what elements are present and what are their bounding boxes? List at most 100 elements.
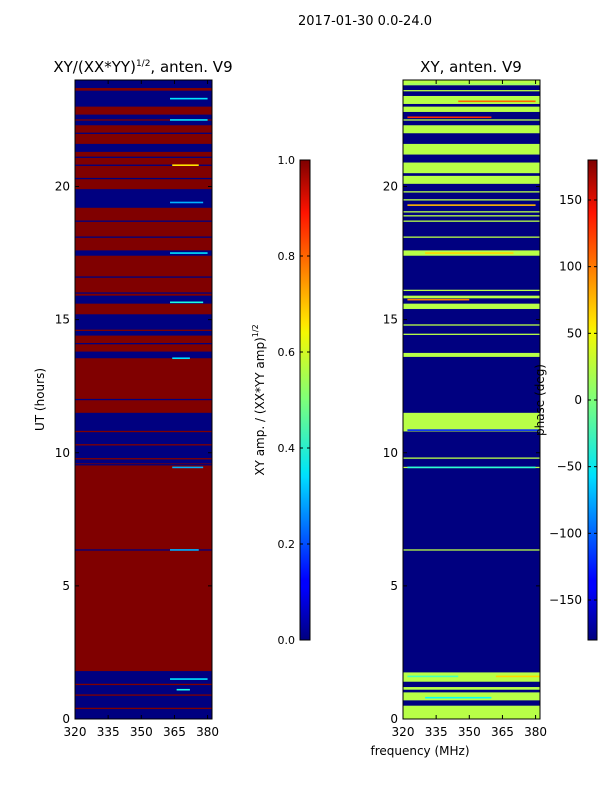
heatmap-speckle (407, 298, 470, 301)
heatmap-band (75, 143, 212, 152)
y-tick-label: 0 (62, 712, 70, 726)
heatmap-line (75, 464, 212, 466)
heatmap-speckle (170, 678, 208, 680)
heatmap-speckle (172, 164, 199, 166)
heatmap-band (403, 412, 540, 432)
heatmap-speckle (176, 688, 190, 691)
y-tick-label: 5 (390, 579, 398, 593)
heatmap-line (75, 683, 212, 686)
heatmap-line (403, 119, 540, 121)
heatmap-line (403, 220, 540, 222)
heatmap-speckle (407, 675, 459, 678)
heatmap-speckle (170, 252, 208, 254)
y-tick-label: 0 (390, 712, 398, 726)
y-tick-label: 10 (55, 446, 70, 460)
x-tick-label: 380 (524, 725, 547, 739)
heatmap-background (403, 80, 540, 719)
x-tick-label: 335 (425, 725, 448, 739)
heatmap-speckle (407, 466, 536, 469)
heatmap-band (75, 412, 212, 459)
heatmap-speckle (425, 252, 514, 254)
y-tick-label: 15 (383, 313, 398, 327)
heatmap-band (403, 692, 540, 701)
axes-frame (74, 79, 213, 720)
heatmap-band (403, 175, 540, 184)
heatmap-speckle (407, 116, 492, 119)
colorbar-tick-label: 0 (574, 393, 582, 407)
heatmap-band (403, 80, 540, 86)
heatmap-line (75, 132, 212, 134)
heatmap-speckle (425, 696, 492, 699)
heatmap-line (403, 90, 540, 92)
heatmap-line (403, 199, 540, 201)
heatmap-line (403, 289, 540, 292)
heatmap-band (75, 80, 212, 88)
heatmap-line (403, 211, 540, 213)
heatmap-speckle (495, 675, 540, 678)
colorbar-label: XY amp. / (XX*YY amp)1/2 (251, 324, 267, 475)
heatmap-line (75, 236, 212, 238)
colorbar-tick-label: 50 (567, 326, 582, 340)
colorbar-tick-label: 0.2 (278, 538, 296, 551)
heatmap-band (403, 295, 540, 299)
y-axis-label: UT (hours) (33, 368, 47, 431)
heatmap-line (75, 292, 212, 294)
heatmap-band (75, 314, 212, 336)
heatmap-line (75, 177, 212, 180)
colorbar-tick-label: 0.4 (278, 442, 296, 455)
y-tick-label: 15 (55, 313, 70, 327)
heatmap-band (403, 162, 540, 174)
heatmap-speckle (170, 301, 204, 304)
chart-title: XY, anten. V9 (420, 58, 522, 76)
x-tick-label: 350 (130, 725, 153, 739)
x-tick-label: 320 (64, 725, 87, 739)
heatmap-speckle (172, 357, 190, 360)
heatmap-band (75, 189, 212, 208)
heatmap-line (403, 191, 540, 193)
y-tick-label: 20 (383, 180, 398, 194)
chart-1: 320 335 350 365 380 0 5 10 15 20 XY/(XX*YY)1/2, an… (33, 58, 311, 739)
axes-frame (402, 79, 541, 720)
heatmap-speckle (170, 97, 208, 100)
heatmap-speckle (407, 83, 536, 85)
heatmap-band (403, 352, 540, 357)
heatmap-band (75, 295, 212, 304)
heatmap-line (75, 444, 212, 446)
colorbar-tick-label: 0.6 (278, 346, 296, 359)
heatmap-line (75, 694, 212, 696)
colorbar-tick-label: 100 (559, 260, 582, 274)
heatmap-speckle (170, 119, 208, 121)
x-tick-label: 320 (392, 725, 415, 739)
y-tick-label: 10 (383, 446, 398, 460)
colorbar-tick-label: 0.8 (278, 250, 296, 263)
colorbar-tick-label: 0.0 (278, 634, 296, 647)
heatmap-band (403, 303, 540, 309)
x-tick-label: 335 (97, 725, 120, 739)
figure-suptitle: 2017-01-30 0.0-24.0 (298, 14, 432, 29)
heatmap-band (75, 459, 212, 464)
heatmap-speckle (170, 201, 204, 204)
colorbar: 0.0 0.2 0.4 0.6 0.8 1.0 XY amp. / (XX*YY amp)1… (251, 154, 311, 647)
heatmap-band (403, 143, 540, 155)
heatmap-line (75, 119, 212, 121)
heatmap-line (75, 156, 212, 158)
colorbar-tick-label: 1.0 (278, 154, 296, 167)
y-tick-label: 5 (62, 579, 70, 593)
heatmap-line (75, 430, 212, 433)
colorbar-tick-label: −50 (557, 460, 582, 474)
heatmap-line (75, 549, 212, 551)
heatmap-speckle (407, 204, 536, 206)
x-tick-label: 365 (163, 725, 186, 739)
heatmap-line (75, 164, 212, 166)
heatmap-line (75, 276, 212, 278)
heatmap-speckle (458, 100, 536, 103)
x-tick-label: 365 (491, 725, 514, 739)
heatmap-band (403, 106, 540, 112)
colorbar-tick-label: 150 (559, 193, 582, 207)
heatmap-line (75, 707, 212, 710)
y-tick-label: 20 (55, 180, 70, 194)
x-tick-label: 350 (458, 725, 481, 739)
heatmap-line (403, 215, 540, 217)
